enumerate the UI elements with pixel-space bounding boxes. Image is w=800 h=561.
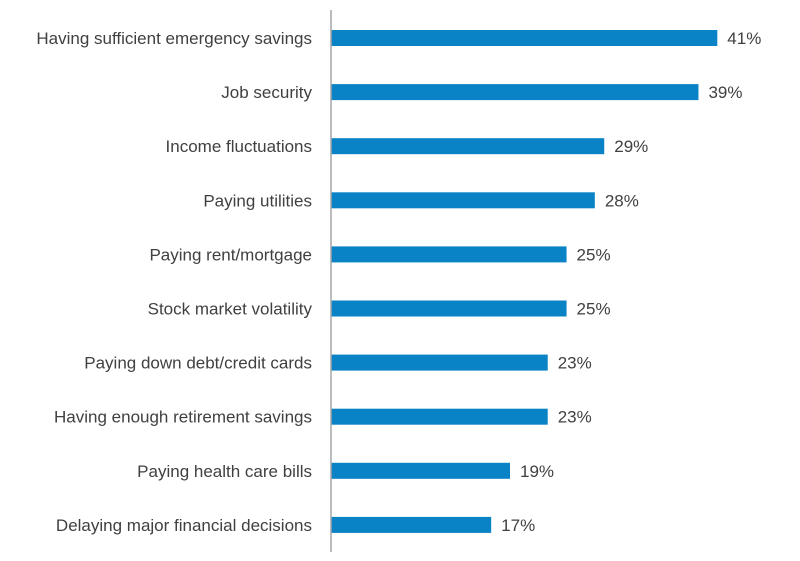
- value-label: 25%: [577, 245, 611, 264]
- category-labels-group: Having sufficient emergency savings Job s…: [36, 29, 312, 535]
- category-label: Paying rent/mortgage: [149, 245, 312, 264]
- value-label: 25%: [577, 300, 611, 319]
- value-label: 41%: [727, 29, 761, 48]
- bars-group: [331, 30, 718, 533]
- value-label: 28%: [605, 191, 639, 210]
- value-labels-group: 41% 39% 29% 28% 25% 25% 23% 23% 19% 17%: [501, 29, 761, 535]
- value-label: 19%: [520, 462, 554, 481]
- category-label: Job security: [221, 83, 312, 102]
- bar: [331, 354, 548, 371]
- value-label: 23%: [558, 354, 592, 373]
- category-label: Having sufficient emergency savings: [36, 29, 312, 48]
- bar: [331, 462, 511, 479]
- category-label: Stock market volatility: [148, 300, 313, 319]
- category-label: Delaying major financial decisions: [56, 516, 312, 535]
- bar: [331, 84, 699, 101]
- category-label: Having enough retirement savings: [54, 408, 312, 427]
- value-label: 39%: [708, 83, 742, 102]
- category-label: Paying utilities: [203, 191, 312, 210]
- bar: [331, 408, 548, 425]
- bar: [331, 300, 567, 317]
- value-label: 23%: [558, 408, 592, 427]
- value-label: 29%: [614, 137, 648, 156]
- bar: [331, 30, 718, 46]
- category-label: Paying down debt/credit cards: [84, 354, 312, 373]
- category-label: Paying health care bills: [137, 462, 312, 481]
- bar: [331, 138, 605, 155]
- category-label: Income fluctuations: [166, 137, 312, 156]
- value-label: 17%: [501, 516, 535, 535]
- bar: [331, 192, 595, 209]
- bar: [331, 246, 567, 263]
- bar: [331, 516, 492, 533]
